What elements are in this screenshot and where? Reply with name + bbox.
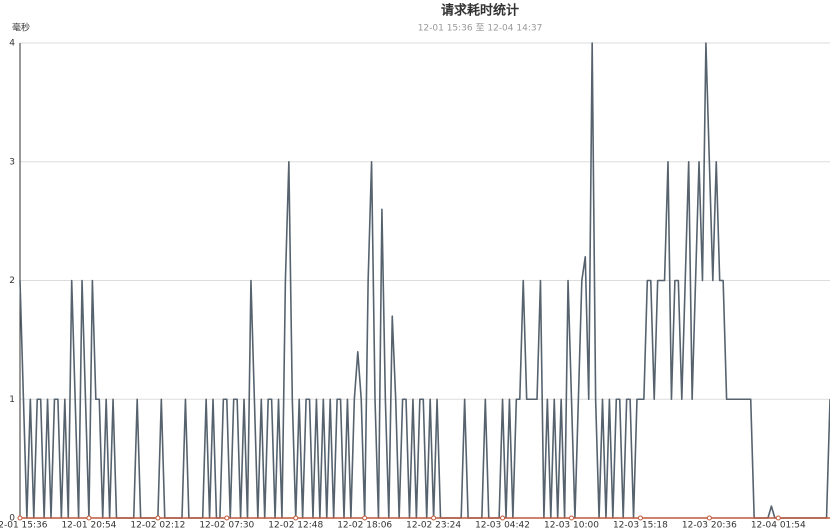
x-tick-dot xyxy=(637,515,643,521)
x-tick-label: 12-03 15:18 xyxy=(613,521,668,528)
y-tick-label: 4 xyxy=(9,39,15,49)
y-tick-label: 0 xyxy=(9,514,15,524)
x-tick-dot xyxy=(155,515,161,521)
x-tick-label: 12-03 04:42 xyxy=(475,521,530,528)
x-tick-dot xyxy=(706,515,712,521)
x-tick-label: 12-04 01:54 xyxy=(751,521,806,528)
y-tick-label: 1 xyxy=(9,395,15,405)
x-tick-label: 12-02 23:24 xyxy=(406,521,461,528)
x-tick-label: 12-01 20:54 xyxy=(61,521,116,528)
x-tick-label: 12-02 07:30 xyxy=(199,521,254,528)
x-tick-dot xyxy=(293,515,299,521)
x-tick-dot xyxy=(86,515,92,521)
x-tick-label: 12-03 10:00 xyxy=(544,521,599,528)
x-tick-dot xyxy=(775,515,781,521)
x-tick-dot xyxy=(224,515,230,521)
y-axis-label: 毫秒 xyxy=(12,22,30,34)
x-tick-dot xyxy=(431,515,437,521)
x-tick-label: 12-02 12:48 xyxy=(268,521,323,528)
x-tick-label: 12-02 02:12 xyxy=(130,521,185,528)
x-tick-label: 12-03 20:36 xyxy=(682,521,737,528)
chart-subtitle: 12-01 15:36 至 12-04 14:37 xyxy=(418,23,543,34)
x-tick-dot xyxy=(500,515,506,521)
x-tick-dot xyxy=(17,515,23,521)
x-tick-dot xyxy=(568,515,574,521)
y-tick-label: 2 xyxy=(9,276,15,286)
x-tick-label: 12-02 18:06 xyxy=(337,521,392,528)
y-tick-label: 3 xyxy=(9,157,15,167)
x-tick-label: 12-01 15:36 xyxy=(0,521,48,528)
x-tick-dot xyxy=(362,515,368,521)
chart-title: 请求耗时统计 xyxy=(441,3,519,19)
